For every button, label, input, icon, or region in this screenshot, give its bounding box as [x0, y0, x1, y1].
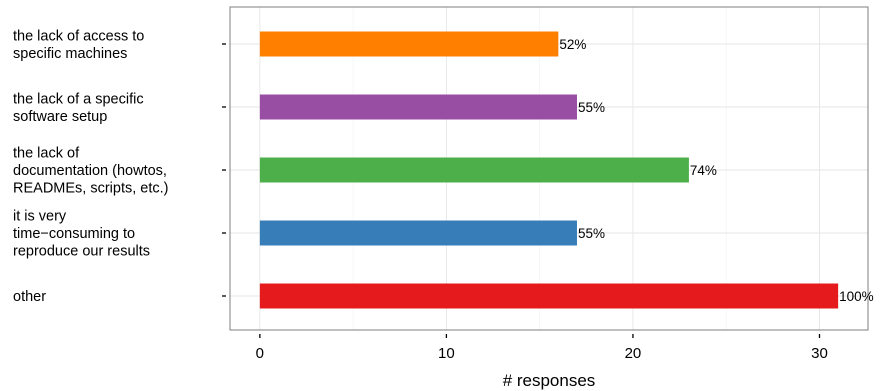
- category-label: it is very time−consuming to reproduce our…: [13, 209, 150, 260]
- data-label: 100%: [839, 289, 874, 304]
- x-axis-title: # responses: [503, 371, 596, 390]
- x-axis: 0 10 20 30: [256, 334, 828, 362]
- data-label: 52%: [559, 37, 586, 52]
- data-label: 55%: [578, 100, 605, 115]
- bar: [259, 220, 577, 246]
- category-label: the lack of a specific software setup: [13, 91, 144, 125]
- bar: [259, 283, 839, 309]
- x-tick-label: 30: [811, 345, 828, 362]
- category-label: the lack of documentation (howtos, READMEs…: [13, 146, 169, 197]
- data-label: 74%: [690, 163, 717, 178]
- data-labels: 52% 55% 74% 55% 100%: [559, 37, 873, 304]
- bar: [259, 94, 577, 120]
- bar: [259, 157, 689, 183]
- y-axis: the lack of access to specific machines th…: [13, 28, 226, 305]
- bars: [259, 31, 839, 309]
- x-tick-label: 0: [256, 345, 264, 362]
- plot-panel-border: [229, 6, 869, 331]
- category-label: other: [13, 289, 46, 305]
- bar: [259, 31, 559, 57]
- data-label: 55%: [578, 226, 605, 241]
- category-label: the lack of access to specific machines: [13, 28, 144, 62]
- x-tick-label: 20: [625, 345, 642, 362]
- x-tick-label: 10: [438, 345, 455, 362]
